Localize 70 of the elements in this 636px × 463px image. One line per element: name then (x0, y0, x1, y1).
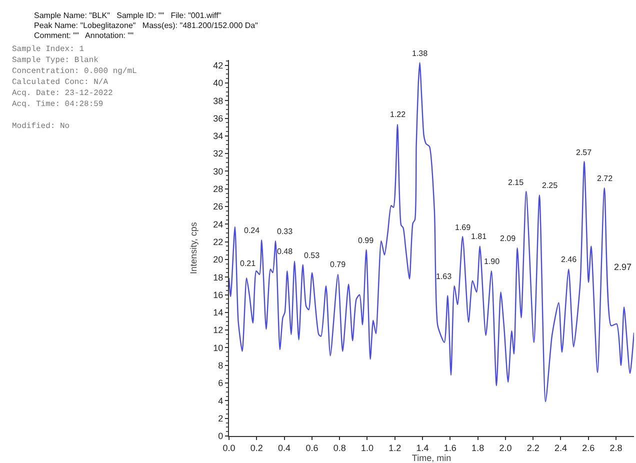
annotation: 1.90 (484, 257, 500, 266)
x-tick-label: 2.2 (526, 442, 540, 453)
y-tick-label: 32 (213, 148, 224, 159)
annotation: 2.25 (542, 181, 558, 190)
x-tick-label: 0.8 (333, 442, 346, 453)
annotation: 0.99 (358, 236, 374, 245)
annotation: 0.48 (277, 247, 294, 256)
y-tick-label: 34 (213, 131, 224, 142)
annotation: 2.57 (576, 148, 592, 157)
y-tick-label: 38 (213, 96, 224, 106)
y-tick-label: 20 (213, 254, 224, 265)
x-tick-label: 2.4 (554, 442, 567, 453)
annotation: 1.69 (455, 223, 472, 232)
annotation: 2.09 (500, 234, 516, 243)
x-tick-label: 1.0 (360, 442, 374, 453)
annotation: 1.63 (436, 272, 452, 281)
annotation: 0.53 (304, 251, 320, 260)
y-tick-label: 0 (218, 431, 224, 442)
annotation: 1.38 (412, 49, 428, 58)
x-tick-label: 2.0 (499, 442, 512, 453)
y-tick-label: 22 (213, 236, 224, 247)
y-tick-label: 36 (213, 113, 224, 124)
text: Calculated Conc: N/A (12, 78, 108, 87)
x-tick-label: 1.4 (416, 442, 429, 453)
y-tick-label: 42 (213, 60, 224, 70)
text: Sample Index: 1 (12, 45, 84, 54)
text: Acq. Time: 04:28:59 (12, 100, 104, 109)
text: Sample Type: Blank (12, 56, 99, 65)
y-tick-label: 18 (213, 272, 224, 282)
y-tick-label: 24 (213, 219, 224, 230)
x-tick-label: 2.6 (582, 442, 595, 453)
y-axis-title: Intensity, cps (188, 222, 199, 274)
annotation: 2.15 (508, 178, 524, 187)
text: Comment: "" Annotation: "" (34, 31, 134, 40)
y-tick-label: 30 (213, 166, 224, 176)
y-tick-label: 16 (213, 290, 224, 300)
annotation: 0.24 (244, 226, 260, 235)
annotation: 2.46 (561, 255, 578, 264)
text: Sample Name: "BLK" Sample ID: "" File: "001.wiff" (34, 11, 222, 20)
text: Concentration: 0.000 ng/mL (12, 67, 138, 76)
annotation: 1.81 (471, 232, 488, 241)
text: Modified: No (12, 122, 70, 131)
text: Peak Name: "Lobeglitazone" Mass(es): "481.200/152.000 Da" (34, 21, 258, 30)
annotation: 0.21 (240, 259, 256, 268)
annotation: 0.33 (277, 227, 294, 236)
annotation: 2.72 (597, 174, 614, 183)
y-tick-label: 12 (213, 325, 224, 336)
x-tick-label: 0.4 (278, 442, 291, 453)
line-series (229, 62, 634, 402)
x-tick-label: 0.6 (306, 442, 318, 453)
y-tick-label: 6 (218, 378, 224, 388)
text: Acq. Date: 23-12-2022 (12, 89, 114, 98)
x-tick-label: 2.8 (610, 442, 622, 453)
y-tick-label: 4 (218, 396, 224, 406)
y-tick-label: 2 (218, 414, 224, 424)
y-tick-label: 26 (213, 202, 224, 212)
y-tick-label: 28 (213, 184, 224, 194)
y-tick-label: 8 (218, 360, 224, 371)
x-tick-label: 1.2 (388, 442, 402, 453)
annotation: 2.97 (614, 262, 632, 272)
x-tick-label: 0.0 (222, 442, 236, 453)
annotation: 1.22 (390, 110, 406, 119)
x-tick-label: 1.6 (444, 442, 456, 453)
x-tick-label: 1.8 (472, 442, 484, 453)
x-tick-label: 0.2 (250, 442, 263, 453)
y-tick-label: 14 (213, 308, 224, 318)
y-tick-label: 40 (213, 78, 224, 88)
annotation: 0.79 (330, 260, 346, 269)
x-axis-title: Time, min (412, 452, 452, 463)
y-tick-label: 10 (213, 342, 224, 353)
